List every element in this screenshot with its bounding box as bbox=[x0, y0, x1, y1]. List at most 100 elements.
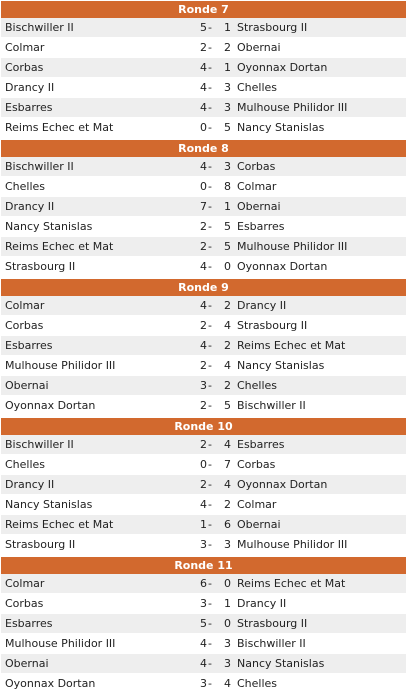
home-team: Corbas bbox=[5, 61, 44, 74]
match-row: Mulhouse Philidor III 4-3 Bischwiller II bbox=[1, 634, 406, 654]
match-row: Strasbourg II 3-3 Mulhouse Philidor III bbox=[1, 535, 406, 555]
home-score: 1 bbox=[200, 518, 207, 531]
home-team: Nancy Stanislas bbox=[5, 498, 93, 511]
away-score: 0 bbox=[224, 577, 231, 590]
away-team: Strasbourg II bbox=[237, 21, 308, 34]
score-separator: - bbox=[208, 498, 212, 511]
score-separator: - bbox=[208, 577, 212, 590]
match-row: Nancy Stanislas 2-5 Esbarres bbox=[1, 217, 406, 237]
away-score: 0 bbox=[224, 617, 231, 630]
score-separator: - bbox=[208, 339, 212, 352]
away-team: Drancy II bbox=[237, 299, 287, 312]
score-separator: - bbox=[208, 21, 212, 34]
away-team: Corbas bbox=[237, 458, 276, 471]
score-separator: - bbox=[208, 538, 212, 551]
match-row: Drancy II 7-1 Obernai bbox=[1, 197, 406, 217]
score-separator: - bbox=[208, 81, 212, 94]
away-score: 5 bbox=[224, 220, 231, 233]
home-score: 0 bbox=[200, 458, 207, 471]
match-row: Bischwiller II 2-4 Esbarres bbox=[1, 435, 406, 455]
away-team: Corbas bbox=[237, 160, 276, 173]
home-team: Chelles bbox=[5, 458, 46, 471]
score-separator: - bbox=[208, 597, 212, 610]
away-score: 3 bbox=[224, 81, 231, 94]
home-team: Esbarres bbox=[5, 617, 53, 630]
away-score: 7 bbox=[224, 458, 231, 471]
home-score: 4 bbox=[200, 260, 207, 273]
home-score: 3 bbox=[200, 597, 207, 610]
score-separator: - bbox=[208, 41, 212, 54]
match-row: Mulhouse Philidor III 2-4 Nancy Stanislas bbox=[1, 356, 406, 376]
home-score: 4 bbox=[200, 160, 207, 173]
score-separator: - bbox=[208, 518, 212, 531]
round-title: Ronde 11 bbox=[1, 557, 406, 574]
home-score: 3 bbox=[200, 677, 207, 690]
score-separator: - bbox=[208, 399, 212, 412]
score-separator: - bbox=[208, 160, 212, 173]
score-separator: - bbox=[208, 299, 212, 312]
round-title: Ronde 8 bbox=[1, 140, 406, 157]
round-section: Ronde 9 Colmar 4-2 Drancy II Corbas 2-4 Strasb… bbox=[1, 279, 406, 416]
home-score: 6 bbox=[200, 577, 207, 590]
score-separator: - bbox=[208, 260, 212, 273]
home-score: 0 bbox=[200, 180, 207, 193]
home-team: Esbarres bbox=[5, 339, 53, 352]
away-score: 1 bbox=[224, 597, 231, 610]
away-score: 2 bbox=[224, 379, 231, 392]
home-score: 2 bbox=[200, 240, 207, 253]
away-score: 3 bbox=[224, 637, 231, 650]
home-score: 7 bbox=[200, 200, 207, 213]
home-score: 4 bbox=[200, 339, 207, 352]
match-row: Reims Echec et Mat 2-5 Mulhouse Philidor I… bbox=[1, 237, 406, 257]
match-row: Corbas 2-4 Strasbourg II bbox=[1, 316, 406, 336]
away-score: 5 bbox=[224, 121, 231, 134]
away-team: Esbarres bbox=[237, 220, 285, 233]
away-team: Oyonnax Dortan bbox=[237, 478, 328, 491]
home-score: 5 bbox=[200, 21, 207, 34]
home-team: Drancy II bbox=[5, 478, 55, 491]
round-section: Ronde 8 Bischwiller II 4-3 Corbas Chelles 0-8… bbox=[1, 140, 406, 277]
match-row: Strasbourg II 4-0 Oyonnax Dortan bbox=[1, 257, 406, 277]
away-team: Nancy Stanislas bbox=[237, 121, 325, 134]
score-separator: - bbox=[208, 458, 212, 471]
match-row: Colmar 4-2 Drancy II bbox=[1, 296, 406, 316]
score-separator: - bbox=[208, 438, 212, 451]
round-title: Ronde 7 bbox=[1, 1, 406, 18]
away-score: 0 bbox=[224, 260, 231, 273]
away-team: Chelles bbox=[237, 677, 278, 690]
home-team: Reims Echec et Mat bbox=[5, 240, 114, 253]
score-separator: - bbox=[208, 617, 212, 630]
home-team: Strasbourg II bbox=[5, 260, 76, 273]
home-team: Obernai bbox=[5, 657, 49, 670]
home-team: Bischwiller II bbox=[5, 438, 74, 451]
round-title: Ronde 9 bbox=[1, 279, 406, 296]
home-team: Oyonnax Dortan bbox=[5, 677, 96, 690]
away-team: Strasbourg II bbox=[237, 319, 308, 332]
away-score: 4 bbox=[224, 359, 231, 372]
away-score: 8 bbox=[224, 180, 231, 193]
home-score: 3 bbox=[200, 538, 207, 551]
match-row: Colmar 6-0 Reims Echec et Mat bbox=[1, 574, 406, 594]
match-row: Colmar 2-2 Obernai bbox=[1, 38, 406, 58]
score-separator: - bbox=[208, 657, 212, 670]
round-section: Ronde 7 Bischwiller II 5-1 Strasbourg II Col… bbox=[1, 1, 406, 138]
home-team: Corbas bbox=[5, 319, 44, 332]
away-score: 1 bbox=[224, 200, 231, 213]
home-team: Reims Echec et Mat bbox=[5, 121, 114, 134]
away-team: Nancy Stanislas bbox=[237, 359, 325, 372]
score-separator: - bbox=[208, 220, 212, 233]
home-score: 2 bbox=[200, 359, 207, 372]
home-score: 4 bbox=[200, 101, 207, 114]
away-team: Obernai bbox=[237, 41, 281, 54]
away-score: 2 bbox=[224, 299, 231, 312]
home-score: 2 bbox=[200, 399, 207, 412]
home-score: 2 bbox=[200, 438, 207, 451]
home-score: 2 bbox=[200, 478, 207, 491]
score-separator: - bbox=[208, 121, 212, 134]
home-team: Drancy II bbox=[5, 200, 55, 213]
score-separator: - bbox=[208, 637, 212, 650]
score-separator: - bbox=[208, 240, 212, 253]
away-score: 3 bbox=[224, 657, 231, 670]
match-row: Corbas 3-1 Drancy II bbox=[1, 594, 406, 614]
home-team: Drancy II bbox=[5, 81, 55, 94]
